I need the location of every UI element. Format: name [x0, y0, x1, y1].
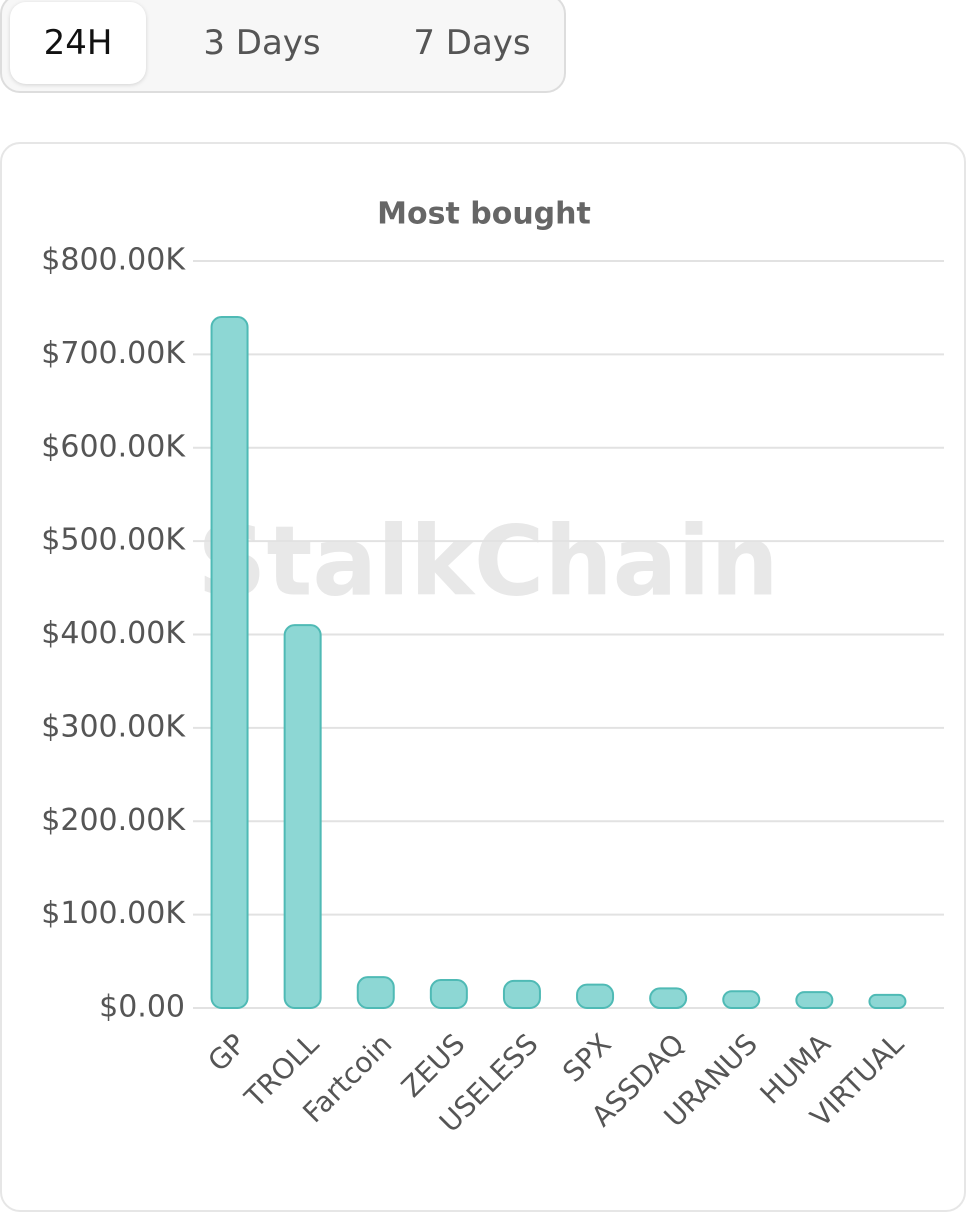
bar — [722, 990, 761, 1010]
y-tick-label: $100.00K — [41, 896, 186, 931]
y-tick-label: $300.00K — [41, 709, 186, 744]
tab[interactable]: 7 Days — [413, 23, 531, 63]
bar — [649, 987, 688, 1009]
chart-title: Most bought — [377, 197, 591, 232]
x-tick-label: SPX — [556, 1027, 617, 1088]
x-tick-label: GP — [202, 1027, 253, 1078]
tab[interactable]: 3 Days — [203, 23, 321, 63]
bar — [502, 979, 541, 1010]
bar — [356, 976, 395, 1010]
y-tick-label: $200.00K — [41, 803, 186, 838]
y-tick-label: $800.00K — [41, 243, 186, 278]
tab-bar: 24H 3 Days 7 Days — [0, 0, 566, 93]
bar — [210, 316, 249, 1009]
bar — [429, 978, 468, 1009]
y-tick-label: $500.00K — [41, 523, 186, 558]
y-tick-label: $700.00K — [41, 336, 186, 371]
bar — [868, 993, 907, 1009]
y-tick-label: $0.00 — [99, 990, 185, 1025]
y-tick-label: $600.00K — [41, 429, 186, 464]
tab[interactable]: 24H — [10, 2, 146, 84]
bar — [283, 624, 322, 1009]
watermark: StalkChain — [197, 505, 778, 617]
y-tick-label: $400.00K — [41, 616, 186, 651]
bar — [576, 983, 615, 1009]
bar — [795, 991, 834, 1009]
